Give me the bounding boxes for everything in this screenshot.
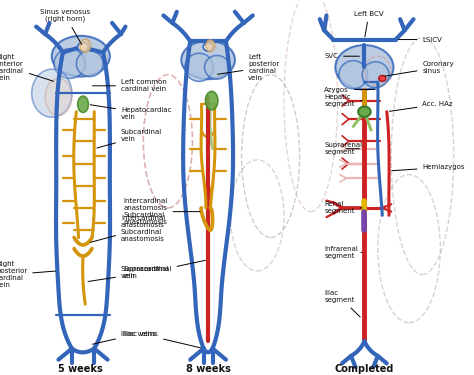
Ellipse shape [362, 62, 389, 88]
Ellipse shape [205, 92, 218, 110]
Circle shape [78, 42, 88, 51]
Text: Left common
cardinal vein: Left common cardinal vein [92, 79, 167, 92]
Text: Hepatic
segment: Hepatic segment [324, 94, 362, 107]
Ellipse shape [52, 36, 110, 76]
Ellipse shape [336, 45, 393, 90]
Ellipse shape [339, 61, 367, 89]
Text: Left BCV: Left BCV [354, 10, 383, 37]
Text: SVC: SVC [324, 53, 359, 59]
Text: Iliac
segment: Iliac segment [324, 290, 360, 317]
Ellipse shape [76, 51, 103, 76]
Text: Coronary
sinus: Coronary sinus [385, 61, 454, 76]
Text: 8 weeks: 8 weeks [186, 364, 230, 374]
Ellipse shape [78, 96, 88, 112]
Ellipse shape [206, 40, 215, 52]
Text: Suprarenal
segment: Suprarenal segment [324, 142, 362, 155]
Ellipse shape [181, 40, 235, 79]
Text: Iliac veins: Iliac veins [92, 331, 156, 344]
Text: Acc. HAz: Acc. HAz [390, 101, 453, 111]
Text: Hepatocardiac
vein: Hepatocardiac vein [90, 105, 172, 120]
Text: Right
posterior
cardinal
vein: Right posterior cardinal vein [0, 261, 56, 288]
Text: Infrarenal
segment: Infrarenal segment [324, 246, 362, 259]
Ellipse shape [185, 53, 213, 81]
Text: Completed: Completed [335, 364, 394, 374]
Text: Hemiazygos: Hemiazygos [392, 164, 465, 171]
Text: Renal
segment: Renal segment [324, 201, 362, 214]
Text: Left
posterior
cardinal
vein: Left posterior cardinal vein [218, 54, 280, 81]
Text: Iliac veins: Iliac veins [123, 331, 201, 348]
Text: Subcardinal
vein: Subcardinal vein [97, 129, 162, 148]
Circle shape [379, 75, 386, 81]
Text: Intercardinal
anastomosis
Subcardinal
anastomosis: Intercardinal anastomosis Subcardinal an… [123, 198, 200, 225]
Ellipse shape [204, 56, 229, 79]
Text: Right
anterior
cardinal
vein: Right anterior cardinal vein [0, 54, 54, 81]
Text: Supracardinal
vein: Supracardinal vein [123, 260, 205, 279]
Text: Azygos: Azygos [324, 87, 375, 93]
Text: Intercardinal
anastomosis
Subcardinal
anastomosis: Intercardinal anastomosis Subcardinal an… [90, 215, 165, 242]
Ellipse shape [32, 69, 72, 117]
Text: Sinus venosus
(right horn): Sinus venosus (right horn) [40, 9, 90, 45]
Ellipse shape [80, 39, 91, 53]
Circle shape [358, 106, 371, 117]
Ellipse shape [45, 78, 72, 116]
Circle shape [203, 43, 213, 51]
Text: LSICV: LSICV [399, 36, 442, 42]
Text: Supracardinal
vein: Supracardinal vein [88, 266, 169, 282]
Text: 5 weeks: 5 weeks [58, 364, 103, 374]
Ellipse shape [54, 49, 85, 78]
